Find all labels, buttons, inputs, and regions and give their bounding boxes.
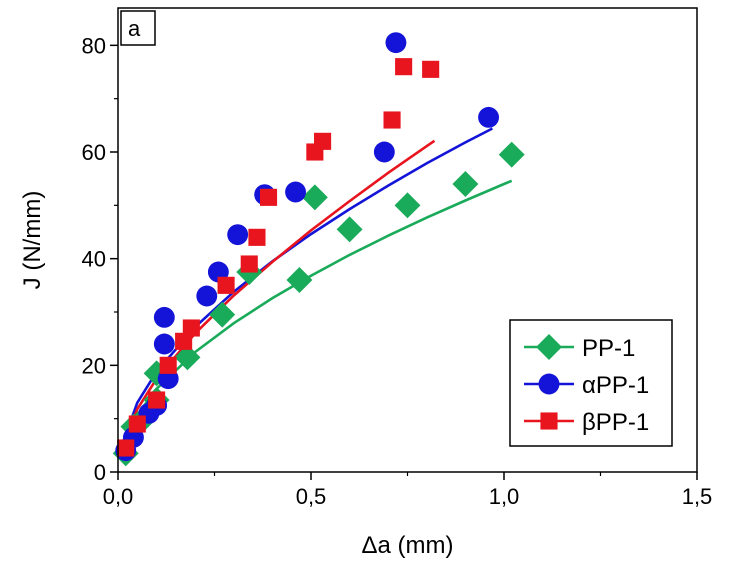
x-axis-label: Δa (mm) [361,532,453,559]
legend-marker [540,412,558,430]
point-diamond [336,216,363,243]
point-circle [478,106,499,128]
y-tick-label: 60 [82,140,106,165]
y-tick-label: 0 [94,460,106,485]
x-tick-label: 1,5 [682,484,713,509]
point-square [148,391,166,409]
point-square [383,111,401,129]
point-square [314,132,332,150]
point-square [159,356,177,374]
point-circle [285,181,306,203]
point-square [395,58,413,76]
legend-label: αPP-1 [582,372,649,399]
point-square [175,332,193,350]
legend: PP-1 αPP-1 βPP-1 [509,319,673,447]
point-diamond [209,301,236,328]
fit-line-square [120,139,436,449]
point-diamond [452,171,479,197]
point-square [248,228,266,246]
panel-label-frame [120,10,156,46]
point-circle [153,333,175,355]
y-tick-label: 80 [82,33,106,58]
point-square [182,319,200,337]
y-axis-label: J (N/mm) [19,191,46,290]
y-tick-label: 40 [82,247,106,272]
point-square [240,255,258,273]
point-diamond [394,192,421,219]
point-circle [153,306,175,328]
legend-label: PP-1 [582,335,635,362]
point-square [117,439,135,457]
point-square [128,415,146,433]
legend-marker [538,373,560,395]
panel-label: a [128,16,141,41]
x-tick-label: 0,5 [296,484,327,509]
x-axis-ticks: 0,0 0,5 1,0 1,5 [103,472,713,509]
data-markers [112,32,525,467]
point-diamond [498,141,525,168]
point-diamond [301,184,328,211]
y-tick-label: 20 [82,353,106,378]
legend-label: βPP-1 [582,409,649,436]
point-square [259,188,278,206]
point-circle [385,32,407,54]
point-square [422,60,440,78]
legend-marker [536,334,562,360]
x-tick-label: 0,0 [103,484,134,509]
point-diamond [174,344,201,371]
point-circle [373,141,395,163]
y-axis-ticks: 0 20 40 60 80 [82,33,118,485]
panel-label-box: a [120,10,156,46]
point-diamond [286,267,313,293]
point-circle [227,224,249,246]
point-square [217,276,235,294]
x-tick-label: 1,0 [489,484,520,509]
point-circle [196,285,218,307]
